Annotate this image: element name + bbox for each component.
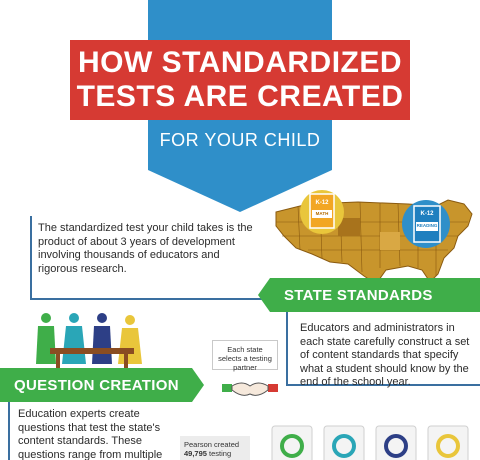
intro-outline [30,216,272,300]
state-standards-text: Educators and administrators in each sta… [300,322,470,388]
math-book-label: MATH [315,211,329,216]
question-creation-outline [8,402,176,460]
state-standards-heading: STATE STANDARDS [270,278,480,312]
pearson-suffix: testing [209,449,232,458]
reading-book-label: READING [416,223,438,228]
math-book-grade: K-12 [315,200,329,206]
reading-book-grade: K-12 [420,211,434,217]
subtitle: FOR YOUR CHILD [159,130,321,150]
state-standards-outline [286,300,480,386]
intro-text: The standardized test your child takes i… [38,222,253,275]
document-magnifier-icon [271,425,313,460]
pearson-note: Pearson created 49,795 testing [180,436,250,460]
partner-note: Each state selects a testing partner [212,340,278,372]
question-creation-heading-text: QUESTION CREATION [14,376,179,394]
question-creation-text: Education experts create questions that … [18,408,163,460]
state-standards-banner-tail [258,278,270,312]
question-creation-banner-tail [192,368,204,402]
document-magnifier-icon [375,425,417,460]
educators-group-icon [36,313,142,368]
pearson-prefix: Pearson created [184,440,240,449]
question-creation-heading: QUESTION CREATION [0,368,192,402]
math-book-icon [300,190,344,234]
handshake-icon [222,382,278,396]
pearson-number: 49,795 [184,449,207,458]
document-magnifier-icon [427,425,469,460]
test-documents-row [271,425,469,460]
title-line-2: TESTS ARE CREATED [76,80,404,113]
title-ribbon: HOW STANDARDIZED TESTS ARE CREATED [70,40,410,120]
reading-book-icon [402,200,450,248]
title-line-1: HOW STANDARDIZED [77,46,403,79]
document-magnifier-icon [323,425,365,460]
state-standards-heading-text: STATE STANDARDS [284,286,433,304]
